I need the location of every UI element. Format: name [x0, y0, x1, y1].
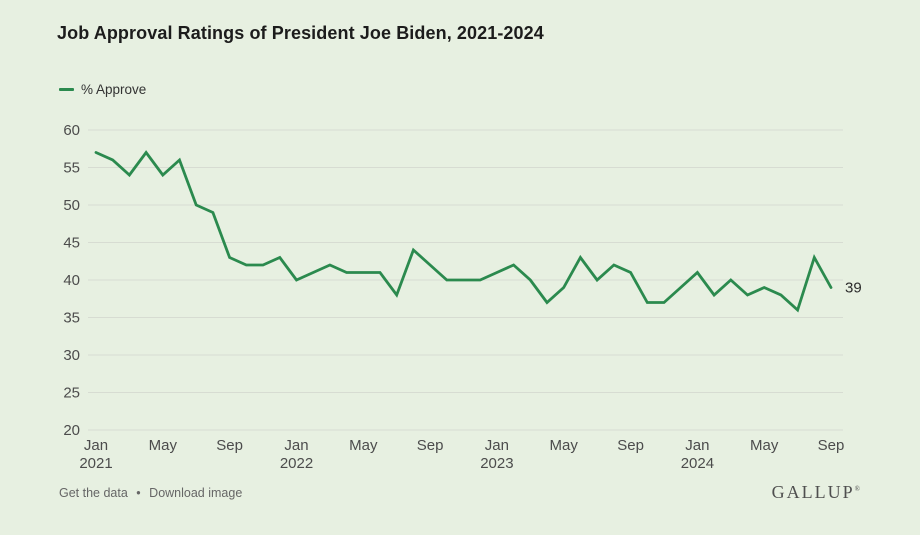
y-tick-label-35: 35 — [63, 310, 80, 327]
x-tick-label-0: Jan — [84, 437, 108, 454]
x-tick-label-44: Sep — [818, 437, 845, 454]
end-value-label: 39 — [845, 280, 862, 297]
legend-label: % Approve — [81, 81, 147, 97]
y-tick-label-50: 50 — [63, 197, 80, 214]
x-tick-label-4: May — [149, 437, 178, 454]
gallup-wordmark: GALLUP — [771, 482, 855, 502]
legend: % Approve — [59, 81, 146, 97]
get-the-data-link[interactable]: Get the data — [59, 486, 128, 500]
y-tick-label-20: 20 — [63, 422, 80, 439]
y-tick-label-40: 40 — [63, 272, 80, 289]
chart-title: Job Approval Ratings of President Joe Bi… — [57, 23, 544, 43]
gallup-logo: GALLUP® — [772, 482, 860, 503]
footer-links: Get the data • Download image — [59, 486, 242, 500]
x-tick-label-36: Jan — [685, 437, 709, 454]
x-tick-label-16: May — [349, 437, 378, 454]
y-tick-label-45: 45 — [63, 235, 80, 252]
registered-trademark-icon: ® — [854, 485, 860, 493]
y-tick-label-60: 60 — [63, 122, 80, 139]
x-tick-label-40: May — [750, 437, 779, 454]
x-tick-label-8: Sep — [216, 437, 243, 454]
download-image-link[interactable]: Download image — [149, 486, 243, 500]
y-tick-label-30: 30 — [63, 347, 80, 364]
x-tick-label-20: Sep — [417, 437, 444, 454]
x-tick-label-12: Jan — [284, 437, 308, 454]
x-tick-label-28: May — [550, 437, 579, 454]
y-tick-label-55: 55 — [63, 160, 80, 177]
x-tick-year-2021: 2021 — [79, 455, 112, 472]
x-tick-label-32: Sep — [617, 437, 644, 454]
footer-separator: • — [136, 486, 141, 500]
approve-series-swatch-icon — [59, 87, 74, 91]
x-tick-label-24: Jan — [485, 437, 509, 454]
approval-line[interactable] — [94, 150, 833, 313]
y-tick-label-25: 25 — [63, 385, 80, 402]
x-tick-year-2022: 2022 — [280, 455, 313, 472]
x-tick-year-2023: 2023 — [480, 455, 513, 472]
x-tick-year-2024: 2024 — [681, 455, 714, 472]
